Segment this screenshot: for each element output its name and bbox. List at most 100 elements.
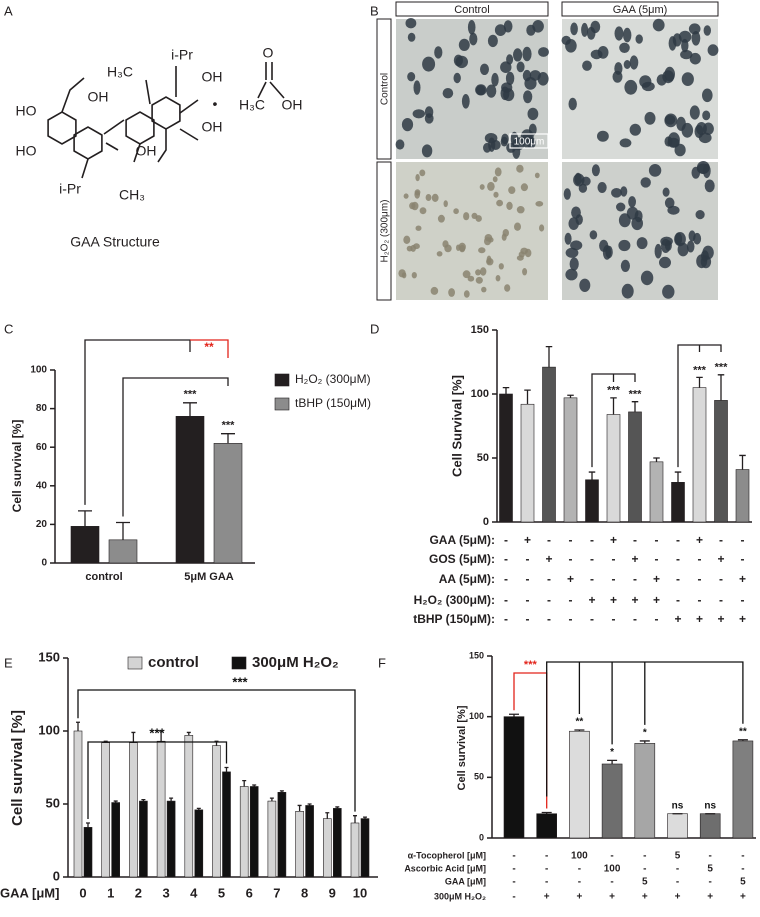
bar bbox=[536, 813, 558, 839]
cell bbox=[623, 27, 632, 43]
condition-sign: - bbox=[504, 533, 508, 547]
bracket bbox=[87, 741, 228, 819]
annotation: ns bbox=[704, 800, 716, 811]
condition-sign: - bbox=[526, 552, 530, 566]
bar bbox=[628, 411, 642, 523]
atom-label: OH bbox=[202, 119, 223, 135]
cell bbox=[398, 269, 406, 278]
condition-sign: - bbox=[569, 533, 573, 547]
cell bbox=[698, 132, 712, 144]
cell bbox=[516, 206, 525, 214]
condition-label: GAA [μM] bbox=[445, 876, 486, 886]
scale-bar-box bbox=[509, 133, 549, 149]
error-bar bbox=[588, 471, 596, 480]
y-tick-label: 150 bbox=[38, 649, 60, 664]
bar bbox=[267, 800, 277, 878]
y-tick-label: 20 bbox=[36, 519, 48, 530]
condition-sign: - bbox=[504, 552, 508, 566]
cell bbox=[624, 79, 638, 95]
cell bbox=[581, 22, 589, 37]
cell bbox=[500, 136, 508, 147]
condition-sign: + bbox=[696, 612, 703, 626]
cell bbox=[421, 144, 433, 158]
condition-sign: + bbox=[674, 612, 681, 626]
cell bbox=[486, 255, 492, 265]
cell bbox=[480, 63, 489, 75]
cell bbox=[516, 255, 524, 261]
condition-sign: - bbox=[590, 533, 594, 547]
cell bbox=[611, 188, 622, 198]
bar bbox=[569, 730, 590, 839]
column-header-box bbox=[561, 1, 719, 17]
condition-sign: - bbox=[719, 533, 723, 547]
cell bbox=[487, 34, 498, 48]
error-bar bbox=[509, 713, 519, 717]
bar bbox=[671, 482, 685, 523]
cell bbox=[686, 240, 695, 253]
cell bbox=[486, 84, 497, 98]
x-tick-label: 2 bbox=[135, 885, 142, 900]
cell bbox=[483, 142, 492, 153]
error-bar bbox=[325, 812, 330, 819]
cell bbox=[681, 72, 694, 86]
bar bbox=[222, 771, 231, 878]
bracket bbox=[84, 339, 191, 505]
cell bbox=[591, 164, 600, 177]
bar bbox=[714, 400, 728, 523]
cell bbox=[652, 18, 665, 32]
cell bbox=[527, 107, 539, 121]
error-bar bbox=[739, 454, 746, 470]
cell bbox=[409, 202, 416, 210]
bar bbox=[166, 800, 176, 878]
cell bbox=[456, 244, 461, 251]
cell bbox=[467, 275, 475, 282]
condition-sign: + bbox=[739, 572, 746, 586]
error-bar bbox=[186, 731, 191, 736]
cell bbox=[523, 90, 533, 104]
error-bar bbox=[610, 397, 617, 415]
cell bbox=[492, 176, 498, 183]
cell bbox=[689, 105, 700, 120]
error-bar bbox=[545, 345, 553, 368]
annotation: *** bbox=[524, 659, 538, 671]
annotation: *** bbox=[715, 362, 729, 374]
atom-label: OH bbox=[88, 89, 109, 105]
row-header: H₂O₂ (300μm) bbox=[380, 200, 391, 263]
column-header: Control bbox=[454, 4, 489, 16]
cell bbox=[667, 205, 680, 215]
bar bbox=[295, 810, 304, 878]
error-bar bbox=[674, 471, 682, 483]
scale-bar-label: 100μm bbox=[514, 137, 545, 148]
cell bbox=[522, 268, 528, 276]
legend-label: tBHP (150μM) bbox=[295, 396, 371, 410]
x-tick-label: 10 bbox=[353, 885, 367, 900]
cell bbox=[442, 88, 454, 99]
panel-letter: C bbox=[4, 321, 13, 336]
annotation: *** bbox=[607, 385, 621, 397]
bar bbox=[322, 818, 332, 878]
ring-bond bbox=[47, 111, 77, 145]
cell bbox=[582, 60, 592, 71]
cell bbox=[522, 46, 532, 62]
cell bbox=[620, 259, 631, 272]
condition-sign: - bbox=[504, 572, 508, 586]
cell bbox=[505, 71, 515, 86]
cell bbox=[463, 290, 470, 298]
cell bbox=[413, 243, 420, 250]
cell bbox=[662, 284, 675, 299]
cell bbox=[674, 143, 686, 157]
bar bbox=[563, 397, 578, 523]
condition-sign: 5 bbox=[675, 851, 681, 862]
cell bbox=[618, 239, 631, 252]
cell bbox=[569, 257, 579, 271]
condition-sign: + bbox=[576, 892, 582, 903]
legend-swatch bbox=[127, 656, 143, 670]
error-bar bbox=[252, 784, 257, 787]
x-tick-label: 6 bbox=[246, 885, 253, 900]
bar bbox=[70, 526, 100, 564]
annotation: *** bbox=[184, 389, 198, 401]
atom-label: CH₃ bbox=[119, 187, 145, 203]
condition-sign: - bbox=[526, 593, 530, 607]
condition-sign: + bbox=[653, 593, 660, 607]
cell bbox=[413, 80, 421, 95]
